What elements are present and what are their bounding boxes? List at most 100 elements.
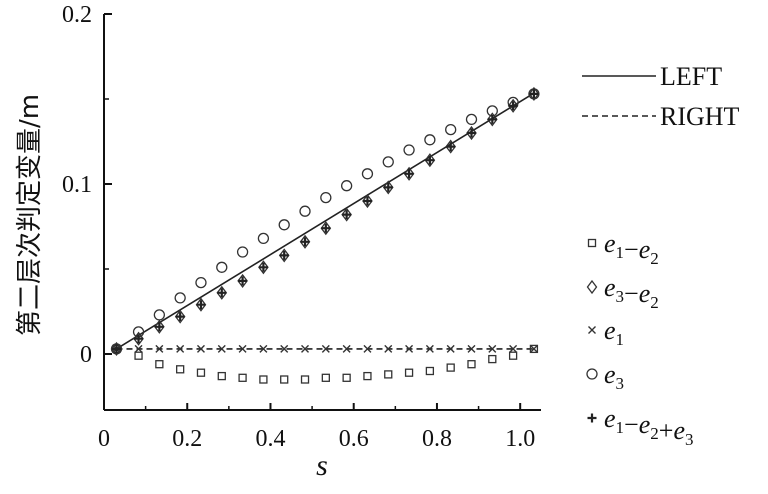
data-point [424, 153, 436, 168]
diamond-marker-shape [154, 319, 165, 334]
plus-marker-shape [154, 322, 164, 332]
diamond-marker-shape [362, 193, 373, 209]
data-point [466, 125, 477, 141]
data-point [174, 309, 186, 324]
data-point [342, 344, 351, 353]
diamond-marker-shape [133, 331, 144, 346]
square-marker-shape [300, 375, 310, 384]
plus-marker-shape [321, 223, 331, 233]
data-point [258, 262, 268, 272]
data-point [257, 232, 270, 245]
data-point [280, 344, 289, 353]
data-point [363, 344, 372, 353]
x-marker-shape [238, 344, 247, 353]
data-point [465, 113, 478, 126]
legend-term: e [639, 279, 651, 308]
plus-marker-shape [342, 210, 352, 220]
data-point [300, 375, 310, 384]
diamond-marker-shape [237, 273, 248, 288]
data-point [174, 292, 186, 304]
data-point [446, 142, 456, 152]
legend-subscript: 3 [616, 374, 625, 393]
circle-marker-shape [340, 180, 353, 192]
y-axis-label: 第二层次判定变量/m [15, 94, 45, 336]
plus-marker-shape [238, 276, 248, 286]
data-point [300, 237, 310, 247]
data-point [529, 344, 539, 354]
x-marker-shape [196, 344, 205, 353]
legend-series-label: e3−e2 [604, 273, 659, 312]
square-marker-shape [488, 354, 497, 364]
data-point [446, 363, 455, 372]
y-tick-label: 0 [80, 342, 92, 368]
data-point [342, 210, 352, 220]
plus-marker-shape [175, 312, 185, 322]
x-marker-shape [176, 344, 185, 353]
legend-marker [586, 279, 598, 295]
data-point [341, 207, 352, 222]
series-markers [110, 86, 540, 384]
legend-marker [588, 326, 596, 334]
circle-marker-shape [257, 232, 270, 245]
legend-subscript: 1 [616, 330, 625, 349]
data-point [487, 114, 497, 124]
data-point [320, 221, 332, 236]
data-point [111, 344, 121, 354]
square-marker-shape [238, 373, 247, 382]
square-marker-shape [134, 351, 143, 360]
data-point [321, 223, 331, 233]
diamond-marker-shape [424, 153, 436, 168]
data-point [238, 344, 247, 353]
legend-subscript: 2 [650, 293, 659, 312]
data-point [237, 273, 248, 288]
plus-marker-shape [466, 128, 476, 138]
square-marker-shape [384, 370, 393, 379]
data-point [299, 205, 311, 217]
legend-term: e [604, 229, 616, 258]
legend-marker [587, 238, 597, 248]
legend-term: + [659, 416, 674, 445]
data-point [238, 373, 247, 382]
legend-term: e [673, 416, 685, 445]
data-point [509, 344, 518, 353]
legend-term: e [604, 316, 616, 345]
circle-marker-shape [236, 246, 249, 258]
data-point [279, 250, 289, 260]
data-point [361, 168, 374, 180]
plus-marker-shape [217, 288, 227, 298]
square-marker-shape [176, 365, 185, 374]
data-point [320, 191, 332, 204]
series-circle [110, 88, 540, 355]
data-point [384, 370, 393, 379]
circle-marker-shape [528, 88, 540, 100]
diamond-marker-shape [403, 166, 415, 181]
series-x [112, 344, 538, 353]
legend-series-label: e1−e2 [604, 229, 659, 268]
data-point [217, 371, 226, 381]
diamond-marker-shape [528, 86, 540, 101]
square-marker-shape [280, 375, 289, 384]
data-point [488, 354, 497, 364]
data-point [216, 261, 228, 273]
legend-subscript: 2 [650, 424, 659, 443]
legend-term: e [639, 410, 651, 439]
plus-marker-shape [111, 344, 121, 354]
plus-marker-shape [446, 142, 456, 152]
plus-marker-shape [300, 237, 310, 247]
data-point [528, 86, 540, 101]
legend-series-label: e3 [604, 360, 624, 393]
data-point [528, 88, 540, 100]
square-marker-shape [508, 351, 518, 360]
data-point [196, 300, 206, 310]
data-point [362, 193, 373, 209]
square-marker-shape [529, 344, 539, 354]
x-marker-shape [155, 344, 164, 353]
data-point [111, 341, 122, 356]
legend-term: − [624, 235, 639, 264]
square-marker-shape [404, 368, 414, 377]
circle-marker-shape [424, 134, 436, 146]
legend-subscript: 1 [616, 418, 625, 437]
legend-line-label: LEFT [660, 62, 722, 91]
data-point [134, 351, 143, 360]
data-point [154, 319, 165, 334]
